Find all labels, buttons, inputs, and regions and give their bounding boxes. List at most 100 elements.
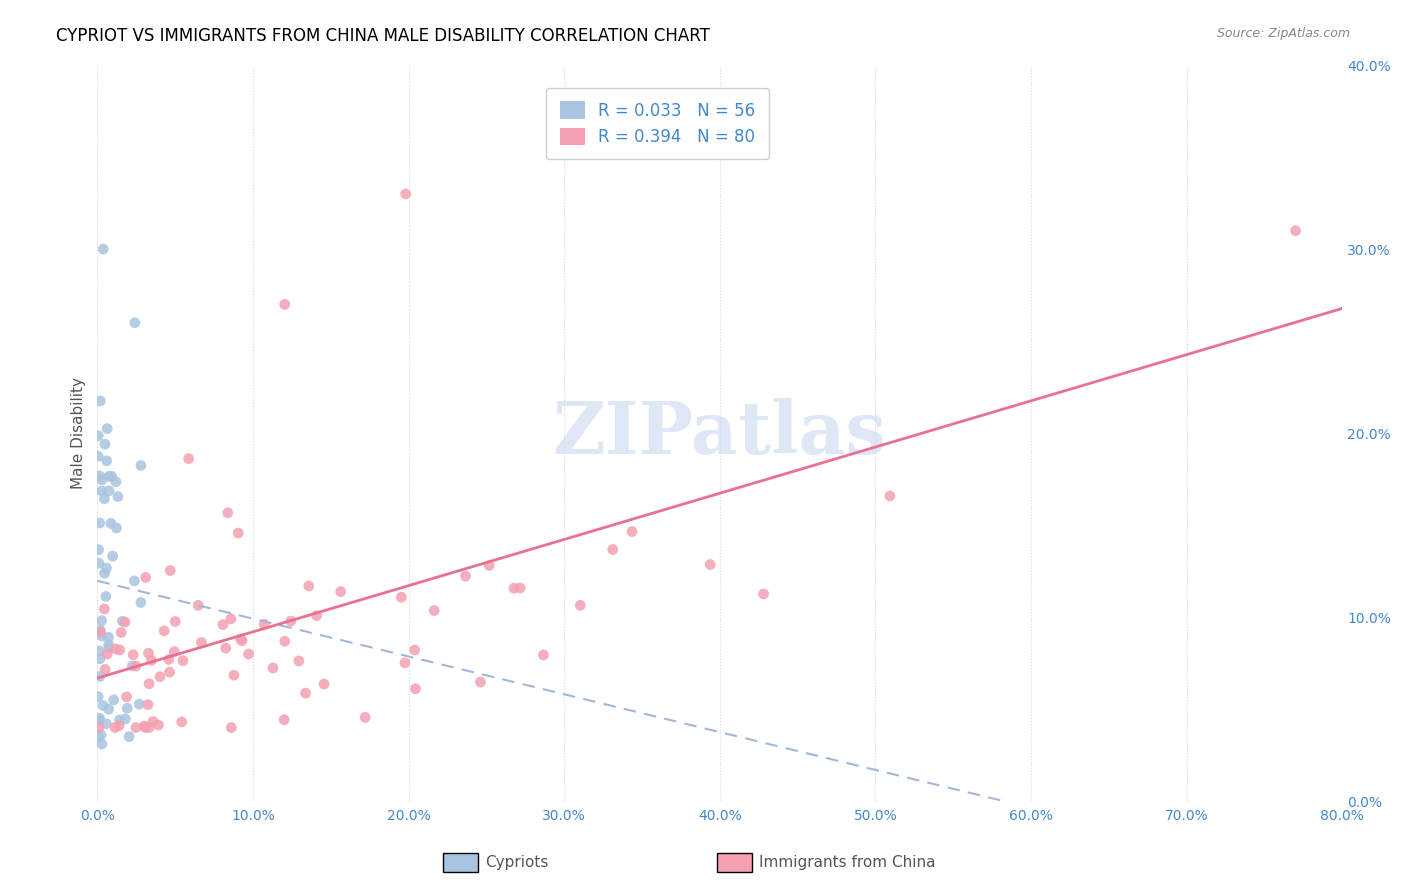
Point <box>91 242 114 256</box>
Point <box>124 316 146 330</box>
Point <box>231 633 253 648</box>
Point <box>103 693 125 707</box>
Point <box>219 612 242 626</box>
Point <box>294 686 316 700</box>
Point <box>159 564 181 578</box>
Point <box>879 489 901 503</box>
Point <box>89 393 111 408</box>
Point <box>404 643 426 657</box>
Point <box>97 638 120 652</box>
Point <box>89 652 111 666</box>
Point <box>100 516 122 531</box>
Point <box>157 652 180 666</box>
Point <box>87 721 110 735</box>
Point <box>274 634 297 648</box>
Point <box>135 570 157 584</box>
Point <box>90 614 112 628</box>
Point <box>90 728 112 742</box>
Text: ZIPatlas: ZIPatlas <box>553 398 887 468</box>
Legend: R = 0.033   N = 56, R = 0.394   N = 80: R = 0.033 N = 56, R = 0.394 N = 80 <box>547 88 769 160</box>
Point <box>177 451 200 466</box>
Point <box>226 526 249 541</box>
Point <box>298 579 321 593</box>
Point <box>172 654 194 668</box>
Point <box>229 632 252 646</box>
Point <box>105 521 128 535</box>
Point <box>97 630 120 644</box>
Point <box>89 624 111 639</box>
Point <box>111 614 134 628</box>
Point <box>1284 224 1306 238</box>
Point <box>96 561 118 575</box>
Point <box>115 690 138 704</box>
Point <box>148 718 170 732</box>
Point <box>97 640 120 655</box>
Point <box>93 566 115 581</box>
Point <box>129 595 152 609</box>
Point <box>114 712 136 726</box>
Point <box>262 661 284 675</box>
Text: Source: ZipAtlas.com: Source: ZipAtlas.com <box>1216 27 1350 40</box>
Point <box>752 587 775 601</box>
Point <box>96 454 118 468</box>
Point <box>114 615 136 630</box>
Point <box>91 698 114 713</box>
Point <box>212 617 235 632</box>
Point <box>104 642 127 657</box>
Point <box>89 469 111 483</box>
Point <box>90 473 112 487</box>
Point <box>533 648 555 662</box>
Point <box>108 718 131 732</box>
Point <box>621 524 644 539</box>
Point <box>101 549 124 564</box>
Point <box>89 713 111 727</box>
Point <box>582 95 605 109</box>
Point <box>134 719 156 733</box>
Point <box>91 629 114 643</box>
Point <box>87 690 110 704</box>
Point <box>136 698 159 712</box>
Point <box>354 710 377 724</box>
Point <box>124 574 146 588</box>
Point <box>87 429 110 443</box>
Point <box>699 558 721 572</box>
Point <box>121 659 143 673</box>
Point <box>159 665 181 680</box>
Point <box>96 647 118 661</box>
Point <box>110 625 132 640</box>
Point <box>100 469 122 483</box>
Point <box>138 677 160 691</box>
Point <box>87 730 110 744</box>
Point <box>87 556 110 570</box>
Y-axis label: Male Disability: Male Disability <box>72 377 86 489</box>
Point <box>170 714 193 729</box>
Point <box>280 614 302 628</box>
Point <box>98 483 121 498</box>
Point <box>125 659 148 673</box>
Point <box>274 297 297 311</box>
Point <box>394 656 416 670</box>
Point <box>253 617 276 632</box>
Point <box>187 599 209 613</box>
Point <box>142 714 165 729</box>
Point <box>129 458 152 473</box>
Point <box>138 721 160 735</box>
Point <box>108 713 131 727</box>
Point <box>93 602 115 616</box>
Point <box>153 624 176 638</box>
Point <box>405 681 427 696</box>
Text: CYPRIOT VS IMMIGRANTS FROM CHINA MALE DISABILITY CORRELATION CHART: CYPRIOT VS IMMIGRANTS FROM CHINA MALE DI… <box>56 27 710 45</box>
Point <box>163 644 186 658</box>
Point <box>89 516 111 530</box>
Point <box>509 581 531 595</box>
Point <box>98 469 121 483</box>
Point <box>97 702 120 716</box>
Point <box>104 721 127 735</box>
Point <box>118 730 141 744</box>
Point <box>93 491 115 506</box>
Point <box>329 584 352 599</box>
Point <box>87 542 110 557</box>
Point <box>104 475 127 489</box>
Point <box>503 581 526 595</box>
Point <box>389 591 412 605</box>
